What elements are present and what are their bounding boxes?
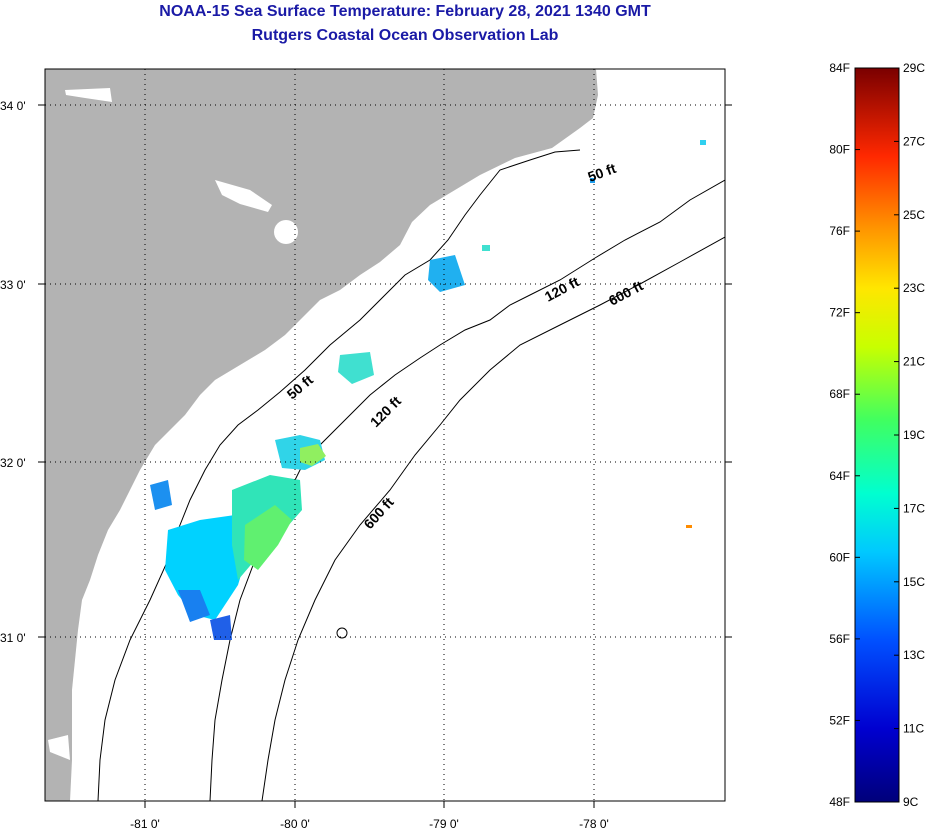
colorbar-f-label: 68F bbox=[829, 387, 850, 401]
lake bbox=[48, 735, 70, 760]
land-mass bbox=[45, 69, 598, 801]
colorbar-c-label: 15C bbox=[903, 575, 925, 589]
colorbar-labels: 84F 80F 76F 72F 68F 64F 60F 56F 52F 48F 29C 27C 25C 2… bbox=[829, 61, 925, 809]
sst-patch bbox=[700, 140, 706, 145]
lake bbox=[274, 220, 298, 244]
lon-label: -78 0' bbox=[579, 817, 609, 831]
colorbar-c-label: 17C bbox=[903, 501, 925, 515]
colorbar-f-label: 48F bbox=[829, 795, 850, 809]
sst-patch bbox=[150, 480, 172, 510]
sst-patch bbox=[244, 505, 292, 570]
graticule bbox=[45, 69, 725, 801]
lon-label: -79 0' bbox=[429, 817, 459, 831]
isobath-600ft bbox=[261, 236, 725, 801]
colorbar-c-label: 21C bbox=[903, 355, 925, 369]
colorbar-f-label: 56F bbox=[829, 632, 850, 646]
sst-patch bbox=[428, 255, 465, 292]
colorbar-f-label: 76F bbox=[829, 224, 850, 238]
isobath-50ft bbox=[97, 149, 581, 801]
colorbar-c-label: 25C bbox=[903, 208, 925, 222]
colorbar-f-label: 72F bbox=[829, 306, 850, 320]
sst-data bbox=[150, 140, 706, 640]
lat-label: 31 0' bbox=[0, 631, 26, 645]
colorbar bbox=[854, 67, 900, 803]
sst-patch bbox=[210, 615, 232, 640]
map-subtitle: Rutgers Coastal Ocean Observation Lab bbox=[251, 27, 559, 44]
sst-patch bbox=[590, 178, 595, 183]
sst-patch bbox=[178, 590, 210, 622]
colorbar-f-label: 60F bbox=[829, 550, 850, 564]
colorbar-c-label: 13C bbox=[903, 648, 925, 662]
colorbar-f-label: 64F bbox=[829, 469, 850, 483]
lat-label: 32 0' bbox=[0, 456, 26, 470]
isobath-120ft bbox=[209, 179, 725, 801]
lake bbox=[215, 180, 272, 212]
sst-patch bbox=[482, 245, 490, 251]
sst-patch bbox=[338, 352, 374, 384]
colorbar-c-label: 19C bbox=[903, 428, 925, 442]
sst-patch bbox=[300, 444, 326, 466]
colorbar-c-label: 11C bbox=[903, 722, 924, 736]
lat-label: 34 0' bbox=[0, 99, 26, 113]
colorbar-f-label: 80F bbox=[829, 143, 850, 157]
colorbar-c-label: 29C bbox=[903, 61, 925, 75]
colorbar-c-label: 9C bbox=[903, 795, 919, 809]
map-border bbox=[44, 68, 726, 802]
colorbar-ticks bbox=[855, 67, 899, 803]
colorbar-f-label: 52F bbox=[829, 713, 850, 727]
sst-patch bbox=[686, 525, 692, 528]
colorbar-c-label: 27C bbox=[903, 134, 925, 148]
colorbar-f-label: 84F bbox=[829, 61, 850, 75]
lon-label: -81 0' bbox=[130, 817, 160, 831]
seamount-contour bbox=[336, 627, 348, 639]
lat-label: 33 0' bbox=[0, 278, 26, 292]
lake bbox=[65, 88, 112, 102]
colorbar-c-label: 23C bbox=[903, 281, 925, 295]
lon-label: -80 0' bbox=[280, 817, 310, 831]
axis-ticks bbox=[38, 104, 732, 808]
map-title: NOAA-15 Sea Surface Temperature: Februar… bbox=[159, 3, 651, 20]
